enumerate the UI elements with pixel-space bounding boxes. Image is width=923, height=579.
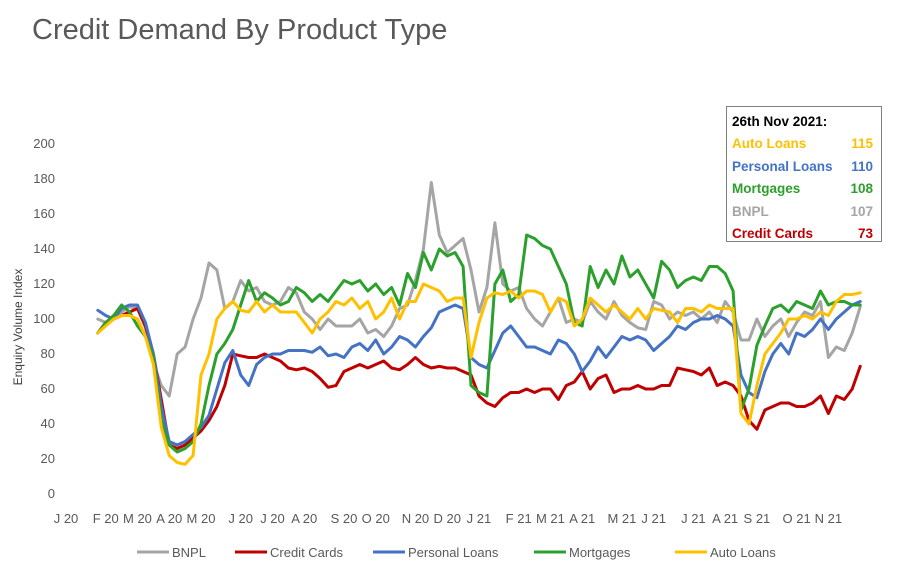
x-tick-label: A 20 xyxy=(156,511,182,526)
series-line-mortgages xyxy=(96,233,862,454)
callout-row-value: 73 xyxy=(857,226,873,241)
y-tick-label: 180 xyxy=(33,171,55,186)
y-tick-label: 120 xyxy=(33,276,55,291)
x-tick-label: S 21 xyxy=(744,511,771,526)
callout-row-label: BNPL xyxy=(732,203,769,219)
x-tick-label: A 21 xyxy=(569,511,595,526)
legend-label: Auto Loans xyxy=(710,545,776,560)
y-tick-label: 200 xyxy=(33,136,55,151)
callout-row-value: 107 xyxy=(850,203,873,219)
chart-title: Credit Demand By Product Type xyxy=(32,14,448,46)
legend-label: BNPL xyxy=(172,545,206,560)
x-tick-label: F 21 xyxy=(506,511,532,526)
y-tick-label: 80 xyxy=(41,346,55,361)
series-line-auto-loans xyxy=(96,282,862,466)
y-tick-label: 160 xyxy=(33,206,55,221)
y-tick-label: 140 xyxy=(33,241,55,256)
x-tick-label: A 20 xyxy=(291,511,317,526)
x-tick-label: M 20 xyxy=(187,511,216,526)
x-tick-label: O 21 xyxy=(783,511,811,526)
legend-label: Personal Loans xyxy=(408,545,499,560)
y-axis: 0 20 40 60 80 100 120 140 160 180 200 xyxy=(33,136,55,501)
callout-row-label: Personal Loans xyxy=(732,158,833,174)
series-layer xyxy=(96,181,862,466)
latest-values-callout: 26th Nov 2021: Auto Loans 115 Personal Loa… xyxy=(726,106,882,242)
x-tick-label: J 20 xyxy=(260,511,285,526)
x-tick-label: J 21 xyxy=(681,511,706,526)
y-tick-label: 20 xyxy=(41,451,55,466)
callout-row-value: 115 xyxy=(851,136,873,151)
x-tick-label: O 20 xyxy=(362,511,390,526)
callout-row-value: 110 xyxy=(851,158,873,174)
x-tick-label: J 20 xyxy=(228,511,253,526)
callout-rows: Auto Loans 115 Personal Loans 110 Mortgages 1… xyxy=(732,133,875,246)
y-axis-label: Enquiry Volume Index xyxy=(11,269,25,386)
callout-row-label: Auto Loans xyxy=(732,136,807,151)
callout-row: Auto Loans 115 xyxy=(732,133,875,156)
callout-heading: 26th Nov 2021: xyxy=(732,114,828,129)
x-tick-label: N 20 xyxy=(402,511,429,526)
callout-row-label: Mortgages xyxy=(732,181,801,196)
x-tick-label: J 20 xyxy=(54,511,79,526)
series-line-credit-cards xyxy=(96,307,862,450)
x-tick-label: J 21 xyxy=(641,511,666,526)
x-tick-label: A 21 xyxy=(712,511,738,526)
y-tick-label: 100 xyxy=(33,311,55,326)
legend-label: Mortgages xyxy=(569,545,631,560)
callout-row-value: 108 xyxy=(850,181,873,196)
x-tick-label: D 20 xyxy=(433,511,460,526)
legend-label: Credit Cards xyxy=(270,545,343,560)
callout-row: BNPL 107 xyxy=(732,201,875,224)
x-tick-label: J 21 xyxy=(467,511,492,526)
y-tick-label: 40 xyxy=(41,416,55,431)
y-tick-label: 0 xyxy=(48,486,55,501)
x-tick-label: F 20 xyxy=(93,511,119,526)
callout-row: Personal Loans 110 xyxy=(732,156,875,179)
x-tick-label: M 21 xyxy=(607,511,636,526)
x-axis: J 20 F 20 M 20 A 20 M 20 J 20 J 20 A 20 S 20 O 20… xyxy=(54,511,842,526)
x-tick-label: M 20 xyxy=(123,511,152,526)
legend: BNPL Credit Cards Personal Loans Mortgages A… xyxy=(137,545,776,560)
x-tick-label: N 21 xyxy=(815,511,842,526)
x-tick-label: M 21 xyxy=(536,511,565,526)
callout-row: Credit Cards 73 xyxy=(732,223,875,246)
y-tick-label: 60 xyxy=(41,381,55,396)
x-tick-label: S 20 xyxy=(331,511,358,526)
callout-row-label: Credit Cards xyxy=(732,226,814,241)
callout-row: Mortgages 108 xyxy=(732,178,875,201)
